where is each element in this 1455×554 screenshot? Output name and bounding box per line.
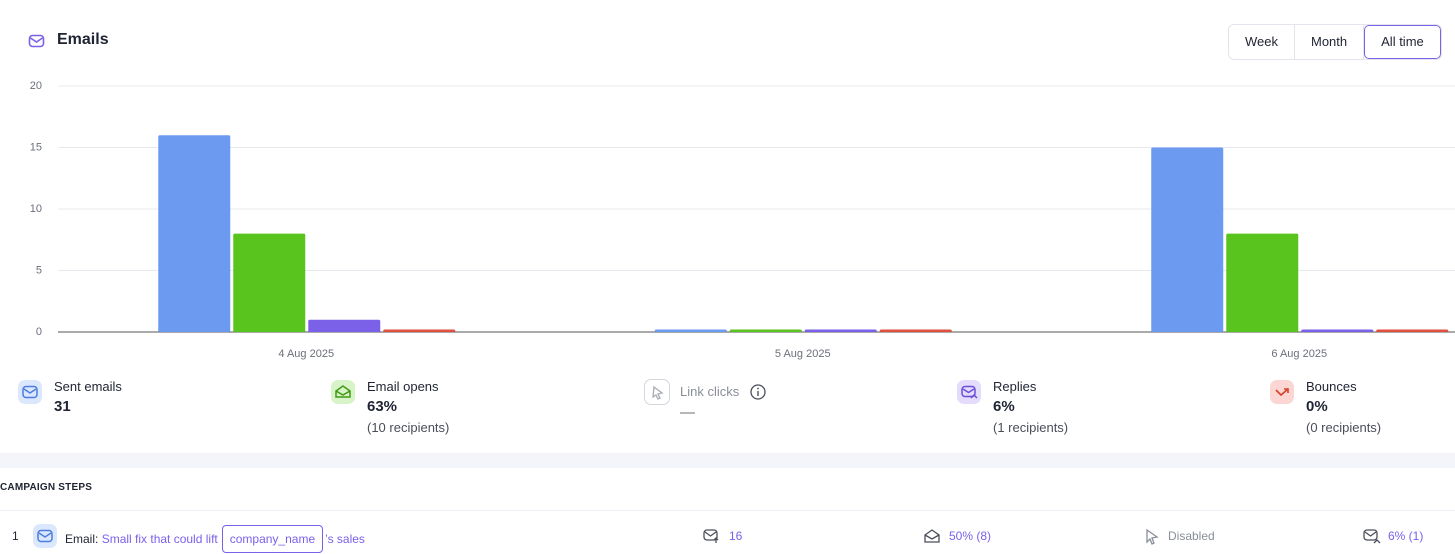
step-icon — [33, 524, 57, 548]
bar — [308, 319, 381, 332]
step-clicks: Disabled — [1168, 529, 1215, 543]
chart: 0 5 10 15 20 4 Aug 2025 5 Aug 2025 6 Aug 2025 — [30, 80, 1455, 360]
stat-clicks: Link clicks — — [644, 378, 944, 448]
y-tick-label: 15 — [30, 141, 42, 153]
variable-tag: company_name — [221, 525, 324, 553]
y-tick-label: 5 — [36, 264, 42, 276]
section-title: Emails — [57, 31, 109, 48]
bar — [879, 329, 952, 332]
sent-icon — [18, 380, 42, 404]
opens-small-icon — [924, 529, 940, 543]
period-tabs: Week Month All time — [1228, 24, 1442, 60]
tab-week[interactable]: Week — [1229, 25, 1295, 59]
y-tick-label: 0 — [36, 326, 42, 338]
step-opens[interactable]: 50% (8) — [949, 529, 992, 543]
stat-replies: Replies 6% (1 recipients) — [957, 378, 1257, 448]
stat-note: (10 recipients) — [367, 420, 450, 435]
sent-small-icon — [703, 529, 719, 543]
emails-icon — [28, 34, 45, 48]
stat-sent: Sent emails 31 — [18, 378, 318, 448]
x-tick-label: 5 Aug 2025 — [775, 348, 831, 360]
stat-opens: Email opens 63% (10 recipients) — [331, 378, 631, 448]
replies-icon — [957, 380, 981, 404]
stat-label: Link clicks — [680, 384, 740, 399]
steps-heading: CAMPAIGN STEPS — [0, 482, 93, 493]
bar — [1376, 329, 1449, 332]
bar — [654, 329, 727, 332]
stat-note: (0 recipients) — [1306, 420, 1382, 435]
stat-label: Bounces — [1306, 379, 1357, 394]
bar — [383, 329, 456, 332]
x-tick-label: 6 Aug 2025 — [1271, 348, 1327, 360]
stat-value: — — [680, 404, 695, 421]
bar — [1301, 329, 1374, 332]
stat-value: 6% — [993, 398, 1015, 415]
stat-value: 31 — [54, 398, 71, 415]
divider-band — [0, 453, 1455, 468]
subject-text[interactable]: ’s sales — [325, 532, 365, 546]
step-replies[interactable]: 6% (1) — [1388, 529, 1424, 543]
stat-bounces: Bounces 0% (0 recipients) — [1270, 378, 1455, 448]
bar — [729, 329, 802, 332]
bar — [1151, 147, 1224, 332]
opens-icon — [331, 380, 355, 404]
stat-value: 63% — [367, 398, 398, 415]
stat-note: (1 recipients) — [993, 420, 1069, 435]
y-tick-label: 10 — [30, 203, 42, 215]
step-sent[interactable]: 16 — [729, 529, 743, 543]
bar — [1226, 233, 1299, 332]
step-subject: Email: Small fix that could lift company_… — [65, 525, 365, 553]
stat-label: Email opens — [367, 379, 439, 394]
stat-label: Replies — [993, 379, 1037, 394]
replies-small-icon — [1363, 529, 1381, 544]
subject-text[interactable]: Small fix that could lift — [101, 532, 218, 546]
y-tick-label: 20 — [30, 80, 42, 92]
clicks-small-icon — [1146, 528, 1159, 545]
bar — [233, 233, 306, 332]
tab-month[interactable]: Month — [1295, 25, 1365, 59]
stat-label: Sent emails — [54, 379, 122, 394]
info-icon[interactable] — [750, 384, 766, 400]
step-number: 1 — [12, 529, 19, 543]
step-kind: Email: — [65, 532, 99, 546]
x-tick-label: 4 Aug 2025 — [278, 348, 334, 360]
clicks-icon — [644, 379, 670, 405]
bounces-icon — [1270, 380, 1294, 404]
bar — [804, 329, 877, 332]
bar — [158, 135, 231, 332]
stat-value: 0% — [1306, 398, 1328, 415]
divider — [0, 510, 1455, 511]
tab-all-time[interactable]: All time — [1364, 25, 1441, 59]
